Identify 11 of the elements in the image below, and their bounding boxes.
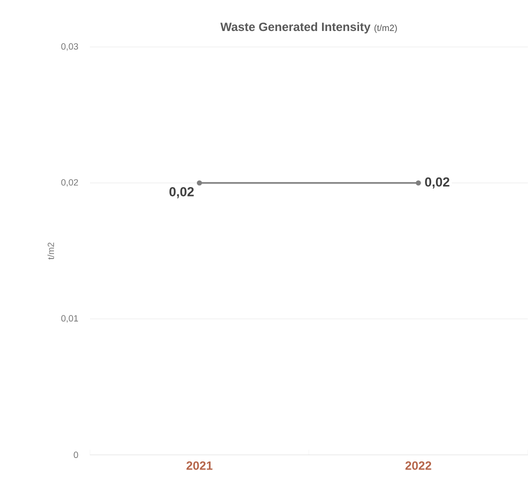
y-tick-label: 0,02	[61, 179, 78, 187]
x-tick-label: 2022	[405, 461, 432, 470]
y-tick-label: 0,03	[61, 43, 78, 51]
data-label: 0,02	[425, 177, 450, 189]
y-tick-label: 0	[74, 452, 78, 458]
chart-title: Waste Generated Intensity	[220, 22, 370, 34]
y-tick-label: 0,01	[61, 315, 78, 323]
x-tick-label: 2021	[186, 461, 212, 470]
chart-subtitle: (t/m2)	[374, 24, 397, 33]
y-axis-title: t/m2	[47, 242, 54, 260]
data-label: 0,02	[169, 187, 194, 198]
